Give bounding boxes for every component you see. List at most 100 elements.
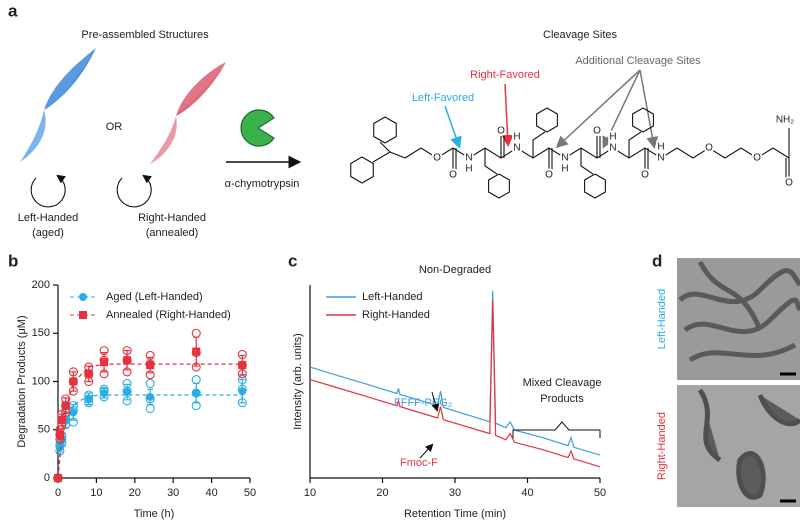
atom-label: H — [561, 164, 568, 175]
enzyme-label: α-chymotrypsin — [225, 178, 300, 190]
bracket — [512, 421, 601, 438]
replicate-point — [191, 328, 201, 338]
atom-label: O — [497, 126, 505, 137]
right-favored: Right-Favored — [470, 69, 540, 81]
ring — [373, 116, 397, 144]
atom-label: O — [545, 170, 553, 181]
replicate-point — [145, 378, 155, 388]
mean-marker — [61, 401, 70, 410]
x-tick-label: 50 — [244, 487, 256, 499]
site-arrow — [639, 69, 659, 149]
x-tick-label: 10 — [90, 487, 102, 499]
atom-label: O — [641, 170, 649, 181]
mean-marker — [55, 430, 64, 439]
ring — [536, 107, 558, 133]
x-tick-label: 0 — [55, 487, 61, 499]
panel-label: c — [288, 251, 297, 270]
mean-marker — [54, 474, 62, 482]
bond — [628, 131, 642, 158]
atom-label: O — [433, 153, 441, 164]
x-axis-label: Time (h) — [134, 508, 175, 520]
fit-line — [57, 363, 243, 479]
x-tick-label: 20 — [129, 487, 141, 499]
mean-marker — [123, 356, 132, 365]
atom-label: O — [449, 170, 457, 181]
mean-marker — [69, 377, 78, 386]
y-tick-label: 100 — [32, 375, 50, 387]
trace — [309, 290, 601, 456]
left-favored: Left-Favored — [412, 92, 474, 104]
atom-label: N — [561, 153, 568, 164]
mean-marker — [146, 392, 155, 401]
mean-marker — [238, 387, 247, 396]
atom-label: N — [465, 153, 472, 164]
left-helix — [20, 48, 96, 162]
mean-marker — [84, 369, 93, 378]
chart-title: Non-Degraded — [419, 264, 491, 276]
helix-label: Left-Handed — [18, 212, 79, 224]
mean-marker — [123, 388, 132, 397]
site-arrow — [602, 69, 641, 149]
mean-marker — [192, 389, 201, 398]
annotation: Fmoc-F — [400, 457, 438, 469]
section-title: Cleavage Sites — [543, 29, 617, 41]
legend-marker — [79, 311, 87, 319]
atom-label: H — [513, 132, 520, 143]
bond — [580, 148, 594, 175]
site-arrow — [555, 69, 641, 149]
y-tick-label: 50 — [38, 424, 50, 436]
annotation-arrow — [431, 391, 440, 412]
helix-label: Right-Handed — [138, 212, 206, 224]
atom-label: H — [609, 132, 616, 143]
rotation-arrow — [30, 174, 66, 208]
additional-sites: Additional Cleavage Sites — [575, 55, 701, 67]
mean-marker — [146, 361, 155, 370]
x-tick-label: 30 — [449, 487, 461, 499]
legend-label: Left-Handed — [362, 291, 423, 303]
x-tick-label: 20 — [376, 487, 388, 499]
right-helix — [150, 62, 226, 164]
legend-marker — [79, 293, 87, 301]
section-title: Pre-assembled Structures — [81, 29, 209, 41]
legend-label: Right-Handed — [362, 309, 430, 321]
mean-marker — [57, 416, 66, 425]
x-tick-label: 10 — [304, 487, 316, 499]
bond — [379, 141, 391, 153]
atom-label: H — [657, 142, 664, 153]
helix-label: (aged) — [32, 227, 64, 239]
micrograph-label: Left-Handed — [656, 289, 668, 350]
legend-label: Annealed (Right-Handed) — [106, 309, 231, 321]
atom-label: O — [785, 178, 793, 189]
fit-line — [57, 394, 243, 479]
panel-label: b — [8, 251, 18, 270]
annotation-arrow — [419, 443, 434, 459]
y-axis-label: Intensity (arb. units) — [292, 333, 304, 430]
atom-label: O — [593, 126, 601, 137]
y-tick-label: 150 — [32, 327, 50, 339]
atom-label: NH₂ — [776, 115, 794, 126]
atom-label: N — [609, 143, 616, 154]
ring — [350, 156, 374, 184]
mean-marker — [192, 347, 201, 356]
bond — [372, 151, 406, 163]
legend-label: Aged (Left-Handed) — [106, 291, 203, 303]
ring — [584, 173, 606, 199]
mean-marker — [100, 389, 109, 398]
replicate-point — [191, 375, 201, 385]
helix-label: (annealed) — [146, 227, 199, 239]
x-axis-label: Retention Time (min) — [404, 508, 506, 520]
panel-label: d — [652, 251, 662, 270]
panel-label: a — [8, 1, 18, 20]
x-tick-label: 50 — [594, 487, 606, 499]
atom-label: O — [705, 143, 713, 154]
y-tick-label: 200 — [32, 279, 50, 291]
site-arrow — [444, 105, 462, 149]
rotation-arrow — [116, 174, 152, 208]
enzyme-icon — [240, 109, 275, 147]
ring — [632, 107, 654, 133]
x-tick-label: 30 — [167, 487, 179, 499]
atom-label: N — [513, 143, 520, 154]
mean-marker — [69, 408, 78, 417]
mean-marker — [84, 394, 93, 403]
